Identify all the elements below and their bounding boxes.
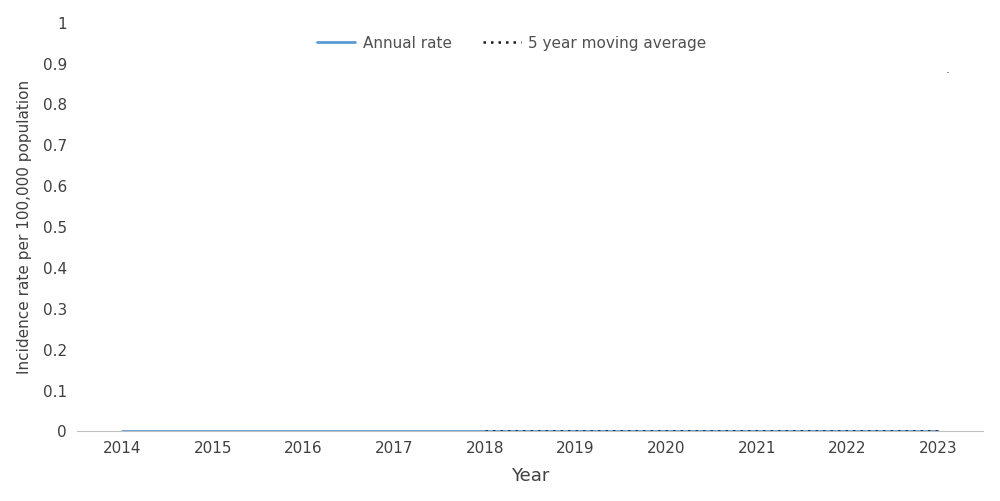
5 year moving average bbox=[479, 428, 491, 434]
5 year moving average bbox=[660, 428, 672, 434]
5 year moving average bbox=[841, 428, 853, 434]
Annual rate bbox=[841, 428, 853, 434]
Annual rate bbox=[479, 428, 491, 434]
Annual rate bbox=[751, 428, 763, 434]
X-axis label: Year: Year bbox=[511, 466, 549, 484]
5 year moving average bbox=[932, 428, 944, 434]
Annual rate bbox=[297, 428, 309, 434]
Annual rate bbox=[932, 428, 944, 434]
Legend: Annual rate, 5 year moving average: Annual rate, 5 year moving average bbox=[311, 30, 713, 58]
Annual rate bbox=[660, 428, 672, 434]
Annual rate bbox=[116, 428, 128, 434]
Y-axis label: Incidence rate per 100,000 population: Incidence rate per 100,000 population bbox=[17, 80, 32, 373]
5 year moving average bbox=[569, 428, 581, 434]
Text: .: . bbox=[946, 63, 950, 76]
Annual rate bbox=[207, 428, 219, 434]
Annual rate bbox=[388, 428, 400, 434]
5 year moving average bbox=[751, 428, 763, 434]
Annual rate bbox=[569, 428, 581, 434]
